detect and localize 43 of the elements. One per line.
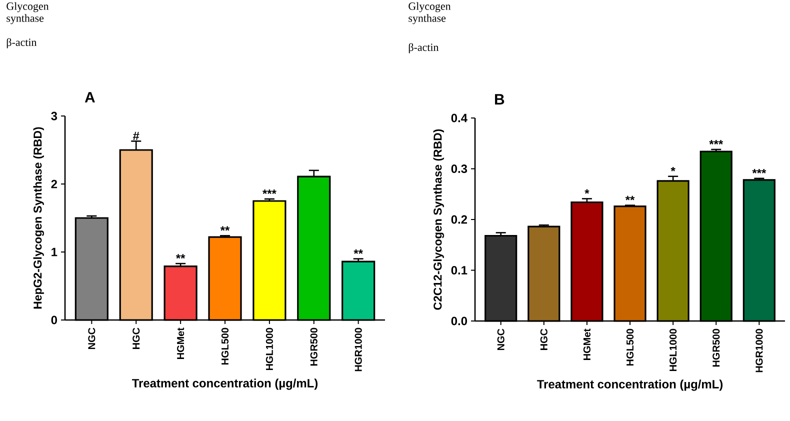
x-tick-label: HGMet — [583, 328, 590, 360]
text: β-actin — [408, 43, 439, 54]
x-tick-label: HGC — [540, 328, 548, 350]
annotation: *** — [262, 190, 276, 194]
annotation: *** — [752, 168, 766, 174]
annotation: *** — [709, 140, 724, 144]
x-tick-label: NGC — [497, 328, 504, 350]
x-tick-label: HGL1000 — [670, 328, 677, 372]
chart-title: A — [84, 92, 95, 102]
y-tick-label: 3 — [51, 112, 58, 120]
x-axis-title: Treatment concentration (µg/mL) — [537, 380, 723, 391]
x-tick-label: HGMet — [177, 328, 184, 359]
y-tick-label: 1 — [52, 248, 58, 256]
x-tick-label: HGL500 — [221, 328, 229, 364]
annotation: ** — [220, 226, 230, 231]
text: Glycogen synthase — [408, 2, 451, 24]
y-tick-label: 0.0 — [451, 316, 467, 326]
text: Glycogen synthase — [6, 2, 49, 24]
y-tick-label: 0 — [51, 316, 57, 324]
y-tick-label: 0.1 — [451, 266, 468, 274]
annotation: # — [132, 132, 140, 140]
x-tick-label: HGR1000 — [756, 328, 763, 372]
chart-title: B — [495, 94, 504, 104]
y-tick-label: 0.3 — [451, 164, 468, 173]
text: β-actin — [6, 38, 37, 48]
x-tick-label: HGR500 — [712, 328, 720, 367]
annotation: * — [670, 166, 676, 172]
y-tick-label: 2 — [51, 180, 58, 188]
x-tick-label: HGR1000 — [354, 328, 362, 372]
annotation: * — [584, 189, 590, 194]
x-tick-label: HGR500 — [310, 328, 318, 366]
x-tick-label: HGL1000 — [266, 328, 273, 370]
x-axis-title: Treatment concentration (µg/mL) — [132, 378, 318, 390]
x-tick-label: HGL500 — [626, 328, 634, 366]
y-tick-label: 0.4 — [451, 114, 468, 122]
annotation: ** — [625, 196, 635, 200]
y-axis-title: C2C12-Glycogen Synthase (RBD) — [433, 129, 444, 310]
y-tick-label: 0.2 — [451, 215, 468, 224]
x-tick-label: HGC — [132, 328, 140, 349]
x-tick-label: NGC — [88, 328, 96, 349]
y-axis-title: HepG2-Glycogen Synthase (RBD) — [33, 127, 44, 309]
annotation: ** — [176, 254, 186, 259]
annotation: ** — [354, 249, 363, 254]
